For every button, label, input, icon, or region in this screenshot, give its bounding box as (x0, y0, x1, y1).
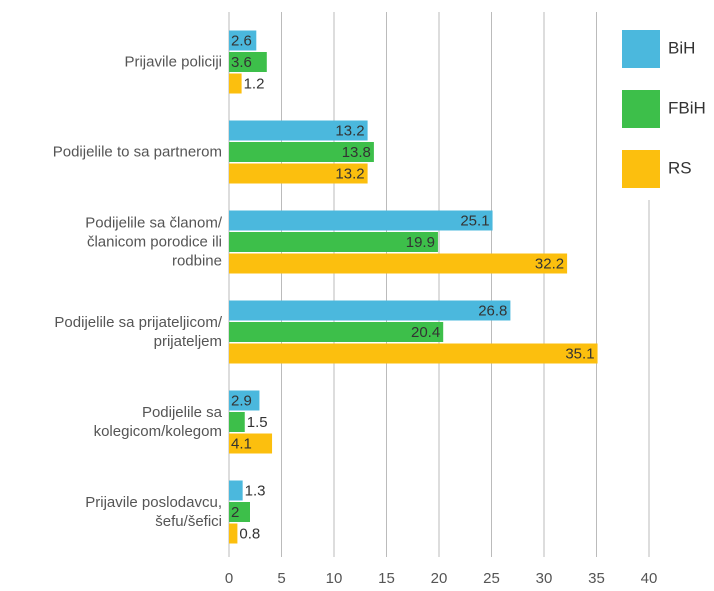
bar (229, 480, 243, 501)
x-tick-label: 0 (225, 570, 233, 587)
bar (229, 163, 368, 184)
value-label: 35.1 (565, 345, 594, 362)
legend-swatch (622, 90, 660, 128)
bar (229, 433, 273, 454)
x-tick-label: 30 (536, 570, 553, 587)
x-tick-label: 10 (326, 570, 343, 587)
bar (229, 412, 245, 432)
category-label: Prijavile policiji (124, 53, 222, 71)
category-label: Podijelile sa članom/ članicom porodice … (85, 214, 222, 270)
bar (229, 253, 568, 274)
x-tick-label: 35 (588, 570, 605, 587)
value-label: 13.8 (342, 144, 371, 161)
value-label: 1.2 (244, 75, 265, 92)
value-label: 1.5 (247, 414, 268, 431)
value-label: 13.2 (335, 165, 364, 182)
value-label: 4.1 (231, 435, 252, 452)
value-label: 20.4 (411, 324, 440, 341)
category-label: Podijelile sa kolegicom/kolegom (93, 404, 222, 440)
value-label: 32.2 (535, 255, 564, 272)
bar (229, 210, 493, 231)
x-tick-label: 25 (483, 570, 500, 587)
bar (229, 390, 260, 411)
legend-swatch (622, 30, 660, 68)
bar (229, 300, 511, 321)
value-label: 26.8 (478, 302, 507, 319)
value-label: 0.8 (239, 525, 260, 542)
bar (229, 322, 444, 342)
x-tick-label: 15 (378, 570, 395, 587)
value-label: 19.9 (406, 234, 435, 251)
bar (229, 120, 368, 141)
category-label: Podijelile to sa partnerom (52, 143, 222, 161)
value-label: 1.3 (245, 482, 266, 499)
value-label: 25.1 (460, 212, 489, 229)
bar (229, 502, 250, 522)
legend-label: RS (668, 158, 692, 177)
bar (229, 30, 257, 51)
x-tick-label: 20 (431, 570, 448, 587)
bar (229, 523, 238, 544)
bar (229, 232, 438, 252)
bar (229, 142, 374, 162)
value-label: 13.2 (335, 122, 364, 139)
legend-swatch (622, 150, 660, 188)
bar (229, 73, 242, 94)
legend-label: BiH (668, 38, 695, 57)
category-label: Podijelile sa prijateljicom/ prijateljem (54, 314, 222, 350)
x-tick-label: 40 (641, 570, 658, 587)
bar (229, 343, 598, 364)
value-label: 2.6 (231, 32, 252, 49)
bar (229, 52, 267, 72)
legend-label: FBiH (668, 98, 706, 117)
value-label: 2.9 (231, 392, 252, 409)
value-label: 2 (231, 504, 239, 521)
x-tick-label: 5 (277, 570, 285, 587)
value-label: 3.6 (231, 54, 252, 71)
category-label: Prijavile poslodavcu, šefu/šefici (85, 494, 222, 530)
